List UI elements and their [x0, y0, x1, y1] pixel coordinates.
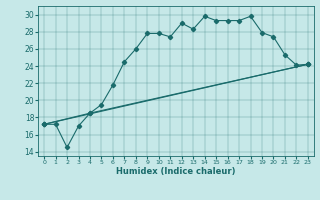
X-axis label: Humidex (Indice chaleur): Humidex (Indice chaleur) — [116, 167, 236, 176]
